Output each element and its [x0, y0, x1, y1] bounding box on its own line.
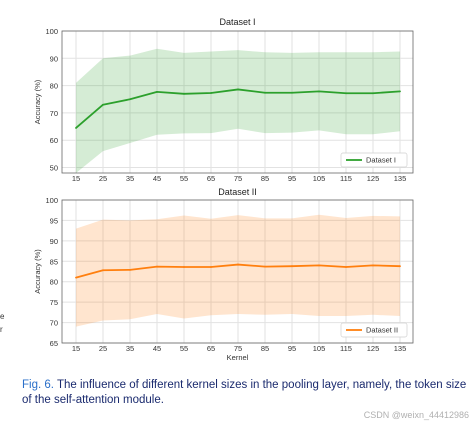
chart2-data-point-0 — [75, 276, 77, 279]
chart2-data-point-12 — [399, 265, 401, 268]
chart2-frame — [61, 199, 414, 344]
chart1-data-point-1 — [102, 103, 104, 106]
chart2-xtick-label-5: 65 — [207, 344, 215, 353]
chart1-legend-label-0: Dataset I — [366, 156, 396, 165]
chart1-xtick-label-4: 55 — [180, 174, 188, 183]
chart1-xtick-label-12: 135 — [394, 174, 407, 183]
chart2-ytick-label-6: 95 — [50, 216, 58, 225]
chart2-confidence-band-0 — [76, 214, 400, 327]
chart1-data-point-6 — [237, 88, 239, 91]
chart2-xtick-label-11: 125 — [367, 344, 380, 353]
chart2-ytick-label-2: 75 — [50, 298, 58, 307]
chart2-ytick-label-3: 80 — [50, 278, 58, 287]
chart2-ytick-label-0: 65 — [50, 339, 58, 348]
chart1-ytick-label-1: 60 — [50, 136, 58, 145]
chart2-data-point-11 — [372, 264, 374, 267]
chart2-ytick-label-4: 85 — [50, 257, 58, 266]
chart1-data-point-5 — [210, 92, 212, 94]
chart2-data-point-7 — [264, 265, 266, 268]
chart1-legend-box — [340, 152, 408, 168]
chart2-xlabel: Kernel — [227, 353, 249, 362]
chart1-data-point-7 — [264, 91, 266, 94]
chart1-title: Dataset I — [219, 17, 255, 27]
chart1-xtick-label-7: 85 — [261, 174, 269, 183]
chart2-data-point-3 — [156, 265, 158, 268]
chart1-data-point-2 — [129, 98, 131, 101]
chart1-xtick-label-9: 105 — [313, 174, 326, 183]
chart1-data-point-0 — [75, 127, 77, 129]
chart1-xtick-label-2: 35 — [126, 174, 134, 183]
chart1-xtick-label-11: 125 — [367, 174, 380, 183]
chart1-confidence-band-0 — [76, 48, 400, 173]
chart1-data-point-12 — [399, 90, 401, 93]
chart1-xtick-label-10: 115 — [340, 174, 352, 183]
chart2-data-point-4 — [183, 266, 185, 268]
chart2-data-point-6 — [237, 263, 239, 266]
chart1-data-point-4 — [183, 92, 185, 95]
chart1-data-point-9 — [318, 90, 320, 93]
chart2-ytick-label-5: 90 — [50, 237, 58, 246]
chart1-ytick-label-4: 90 — [50, 54, 58, 63]
chart2-title: Dataset II — [218, 187, 257, 197]
chart1-xtick-label-3: 45 — [153, 174, 161, 183]
chart1-ytick-label-5: 100 — [45, 27, 58, 36]
cropped-text-e: e — [0, 312, 5, 321]
chart1-data-point-3 — [156, 90, 158, 93]
chart2-xtick-label-3: 45 — [153, 344, 161, 353]
chart1-xtick-label-1: 25 — [99, 174, 107, 183]
chart1-xtick-label-8: 95 — [288, 174, 296, 183]
chart2-data-point-2 — [129, 268, 131, 271]
chart1-xtick-label-5: 65 — [207, 174, 215, 183]
chart2-xtick-label-10: 115 — [340, 344, 352, 353]
chart2-data-point-8 — [291, 265, 293, 268]
chart2-xtick-label-2: 35 — [126, 344, 134, 353]
chart1-data-point-11 — [372, 92, 374, 95]
caption-fig-label: Fig. 6. — [22, 379, 54, 391]
chart2-ytick-label-1: 70 — [50, 319, 58, 328]
chart2-legend-label-0: Dataset II — [366, 326, 398, 335]
chart2-xtick-label-1: 25 — [99, 344, 107, 353]
chart2-xtick-label-7: 85 — [261, 344, 269, 353]
chart1-xtick-label-0: 15 — [72, 174, 80, 183]
chart2-data-point-5 — [210, 266, 212, 268]
chart1-ylabel: Accuracy (%) — [33, 79, 42, 124]
caption-text: The influence of different kernel sizes … — [22, 379, 467, 406]
watermark: CSDN @weixn_44412986 — [363, 410, 469, 420]
chart2-data-point-9 — [318, 264, 320, 267]
chart2-xtick-label-4: 55 — [180, 344, 188, 353]
chart1-ytick-label-2: 70 — [50, 109, 58, 118]
chart2-xtick-label-0: 15 — [72, 344, 80, 353]
chart2-xtick-label-6: 75 — [234, 344, 242, 353]
chart2-ytick-label-7: 100 — [45, 196, 58, 205]
chart2-xtick-label-8: 95 — [288, 344, 296, 353]
chart2-ylabel: Accuracy (%) — [33, 249, 42, 294]
chart1-frame — [61, 30, 414, 174]
chart2-xtick-label-12: 135 — [394, 344, 407, 353]
chart1-ytick-label-3: 80 — [50, 82, 58, 91]
chart2-data-point-1 — [102, 269, 104, 272]
chart1-data-point-8 — [291, 91, 293, 94]
chart1-ytick-label-0: 50 — [50, 164, 58, 173]
chart2-data-point-10 — [345, 266, 347, 268]
chart2-legend-box — [340, 322, 408, 338]
cropped-text-r: r — [0, 325, 3, 334]
chart1-xtick-label-6: 75 — [234, 174, 242, 183]
chart2-xtick-label-9: 105 — [313, 344, 326, 353]
figure-caption: Fig. 6. The influence of different kerne… — [22, 378, 467, 408]
chart1-data-point-10 — [345, 92, 347, 95]
